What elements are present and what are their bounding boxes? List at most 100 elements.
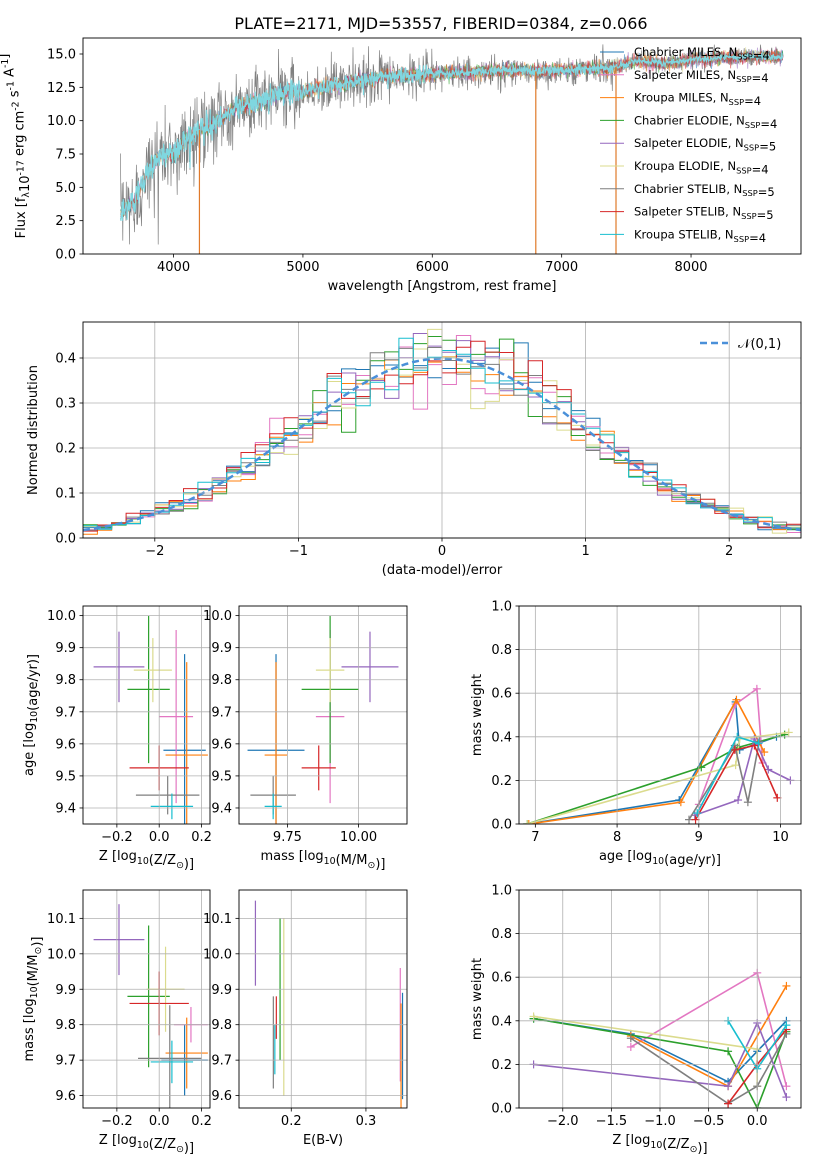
x-tick-label: 10 xyxy=(772,830,789,845)
y-tick-label: 2.5 xyxy=(55,214,76,229)
legend-label: Chabrier MILES, NSSP=4 xyxy=(634,45,770,62)
mass-weight-marker xyxy=(691,815,700,824)
x-tick-label: 0.0 xyxy=(149,1114,170,1129)
x-tick-label: −0.5 xyxy=(693,1114,725,1129)
y-tick-label: 9.7 xyxy=(55,705,76,720)
mass-weight-marker xyxy=(730,745,739,754)
x-axis-label: age [log10(age/yr)] xyxy=(599,849,721,868)
axes-frame xyxy=(238,605,408,825)
y-axis-label: mass [log10(M/M⊙)] xyxy=(22,936,45,1061)
y-axis-label: mass weight xyxy=(470,674,485,756)
y-tick-label: 9.7 xyxy=(211,705,232,720)
legend-label: Kroupa ELODIE, NSSP=4 xyxy=(634,159,769,176)
y-tick-label: 1.0 xyxy=(491,884,512,899)
y-tick-label: 9.8 xyxy=(55,1018,76,1033)
x-tick-label: 0.2 xyxy=(281,1114,302,1129)
legend-label: Salpeter MILES, NSSP=4 xyxy=(634,68,769,85)
y-tick-label: 0.2 xyxy=(55,442,76,457)
mass-weight-series xyxy=(526,731,789,824)
mass-weight-marker xyxy=(782,1093,791,1102)
y-tick-label: 10.0 xyxy=(203,609,232,624)
mass-weight-marker xyxy=(724,1099,733,1108)
x-tick-label: 5000 xyxy=(286,260,319,275)
y-tick-label: 9.8 xyxy=(211,673,232,688)
y-tick-label: 0.0 xyxy=(55,532,76,547)
y-tick-label: 5.0 xyxy=(55,181,76,196)
mass-weight-series xyxy=(694,744,779,820)
y-tick-label: 10.0 xyxy=(47,114,76,129)
mass-weight-series xyxy=(698,687,764,805)
x-tick-label: 0.3 xyxy=(356,1114,377,1129)
y-tick-label: 0.6 xyxy=(491,687,512,702)
mass-weight-marker xyxy=(724,1047,733,1056)
x-tick-label: 0.0 xyxy=(747,1114,768,1129)
y-tick-label: 0.2 xyxy=(491,1058,512,1073)
y-tick-label: 0.1 xyxy=(55,487,76,502)
y-tick-label: 9.9 xyxy=(55,641,76,656)
x-tick-label: −1.0 xyxy=(644,1114,676,1129)
mass-weight-marker xyxy=(782,981,791,990)
y-axis-label: Normed distribution xyxy=(26,365,41,495)
y-tick-label: 10.1 xyxy=(47,912,76,927)
legend-label: Chabrier STELIB, NSSP=5 xyxy=(634,182,775,199)
mass-weight-marker xyxy=(782,1021,791,1030)
x-axis-label: E(B-V) xyxy=(303,1133,343,1148)
x-tick-label: 7000 xyxy=(545,260,578,275)
y-tick-label: 0.4 xyxy=(491,1014,512,1029)
legend-label: Kroupa MILES, NSSP=4 xyxy=(634,91,761,108)
mass-weight-marker xyxy=(626,1042,635,1051)
x-axis-label: Z [log10(Z/Z⊙)] xyxy=(612,1133,707,1156)
y-tick-label: 0.0 xyxy=(491,1102,512,1117)
mass-weight-marker xyxy=(732,695,741,704)
y-tick-label: 1.0 xyxy=(491,600,512,615)
axes-frame xyxy=(518,605,802,825)
x-tick-label: 10.00 xyxy=(340,830,377,845)
mass-weight-marker xyxy=(780,730,789,739)
mass-weight-marker xyxy=(693,809,702,818)
x-tick-label: −2.0 xyxy=(547,1114,579,1129)
x-tick-label: 1 xyxy=(581,544,589,559)
mass-weight-marker xyxy=(524,820,533,824)
mass-weight-marker xyxy=(734,796,743,805)
axes-age-vs-mass: 9.75 10.00 9.4 9.5 9.6 9.7 9.8 9.9 10.0 mass [log… xyxy=(203,605,408,872)
x-tick-label: −1.5 xyxy=(596,1114,628,1129)
axes-age-vs-Z: −0.2 0.0 0.2 9.4 9.5 9.6 9.7 9.8 9.9 10.0 Z [log10… xyxy=(22,605,212,872)
y-tick-label: 9.7 xyxy=(211,1054,232,1069)
x-axis-label: Z [log10(Z/Z⊙)] xyxy=(99,1133,194,1156)
mass-weight-marker xyxy=(529,1012,538,1021)
y-tick-label: 9.9 xyxy=(55,983,76,998)
y-tick-label: 9.6 xyxy=(211,737,232,752)
x-tick-label: 6000 xyxy=(416,260,449,275)
mass-weight-marker xyxy=(752,684,761,693)
plot-area xyxy=(523,684,795,824)
y-tick-label: 9.8 xyxy=(55,673,76,688)
y-tick-label: 9.4 xyxy=(211,801,232,816)
mass-weight-series xyxy=(688,741,761,821)
axes-frame xyxy=(238,889,408,1109)
axes-spectrum: 4000 5000 6000 7000 8000 0.0 2.5 5.0 7.5 10.0 12.5… xyxy=(0,37,802,294)
axes-residuals: −2 −1 0 1 2 0.0 0.1 0.2 0.3 0.4 (data-model)/error… xyxy=(26,321,802,578)
axes-mass-vs-Z: −0.2 0.0 0.2 9.6 9.7 9.8 9.9 10.0 10.1 Z [log10(Z… xyxy=(22,889,212,1156)
y-axis-label: age [log10(age/yr)] xyxy=(22,654,41,776)
x-axis-label: (data-model)/error xyxy=(382,563,503,578)
mass-weight-series xyxy=(528,698,765,824)
mass-weight-marker xyxy=(743,798,752,807)
y-tick-label: 9.6 xyxy=(55,737,76,752)
legend-label: Chabrier ELODIE, NSSP=4 xyxy=(634,113,777,130)
legend-label: 𝒩(0,1) xyxy=(738,337,781,352)
y-tick-label: 10.0 xyxy=(47,947,76,962)
residual-legend: 𝒩(0,1) xyxy=(700,337,781,352)
plot-area xyxy=(93,615,208,824)
mass-weight-marker xyxy=(754,739,763,748)
y-axis-label: Flux [fλ10-17 erg cm-2 s-1 A-1] xyxy=(0,54,33,239)
figure-title: PLATE=2171, MJD=53557, FIBERID=0384, z=0… xyxy=(234,14,647,33)
y-tick-label: 10.0 xyxy=(47,609,76,624)
y-tick-label: 9.5 xyxy=(55,769,76,784)
x-tick-label: 0.2 xyxy=(191,1114,212,1129)
mass-weight-marker xyxy=(773,793,782,802)
x-tick-label: 8000 xyxy=(674,260,707,275)
y-tick-label: 9.4 xyxy=(55,801,76,816)
mass-weight-marker xyxy=(626,1034,635,1043)
y-tick-label: 9.8 xyxy=(211,1018,232,1033)
x-axis-label: mass [log10(M/M⊙)] xyxy=(260,849,385,872)
